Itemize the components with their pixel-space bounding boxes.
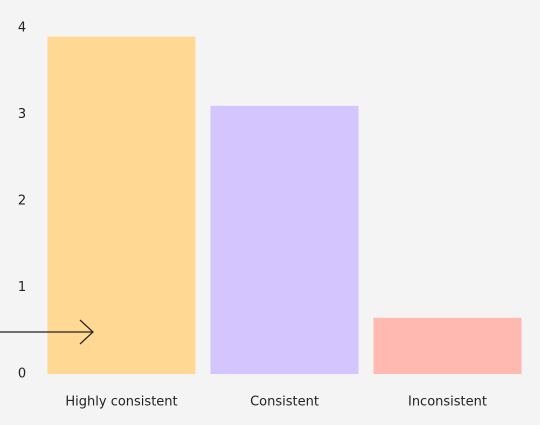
arrow-head xyxy=(79,319,94,345)
y-tick-label: 3 xyxy=(18,107,26,122)
y-tick-label: 1 xyxy=(18,280,26,295)
bars xyxy=(47,36,522,375)
x-tick-label: Highly consistent xyxy=(65,395,177,410)
arrow xyxy=(0,319,94,345)
bar xyxy=(210,105,359,374)
y-tick-label: 4 xyxy=(18,21,26,36)
bar xyxy=(373,317,522,374)
y-tick-label: 0 xyxy=(18,367,26,382)
y-tick-label: 2 xyxy=(18,194,26,209)
x-tick-label: Consistent xyxy=(250,395,319,410)
x-tick-label: Inconsistent xyxy=(408,395,487,410)
bar xyxy=(47,36,196,375)
